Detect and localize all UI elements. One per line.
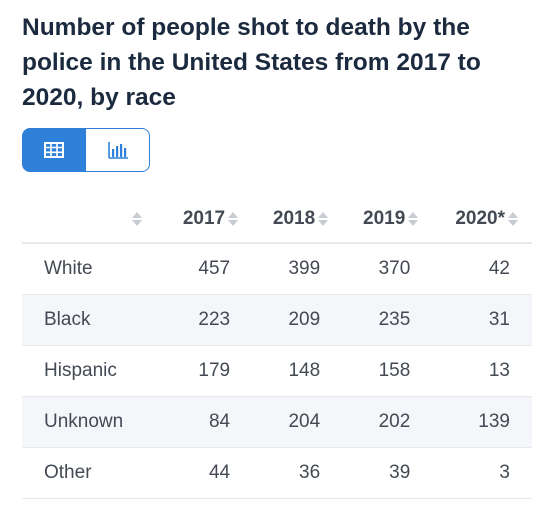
table-cell: 84	[162, 396, 253, 448]
data-table: 2017 2018 2019 2020* White 457 399 370 4…	[22, 196, 532, 499]
sort-icon	[228, 211, 239, 227]
table-cell: 44	[162, 447, 253, 499]
table-cell: 223	[162, 294, 253, 346]
column-header-2020[interactable]: 2020*	[432, 196, 532, 244]
bar-chart-icon	[107, 142, 128, 159]
sort-icon	[408, 211, 419, 227]
table-cell: 202	[342, 396, 433, 448]
table-cell: 209	[252, 294, 343, 346]
sort-icon	[508, 211, 518, 227]
column-header-2019[interactable]: 2019	[342, 196, 433, 244]
row-label: White	[22, 243, 162, 295]
table-cell: 179	[162, 345, 253, 397]
sort-icon	[318, 211, 329, 227]
table-row: Black 223 209 235 31	[22, 294, 532, 346]
table-cell: 158	[342, 345, 433, 397]
row-label: Other	[22, 447, 162, 499]
table-cell: 399	[252, 243, 343, 295]
table-view-button[interactable]	[22, 128, 86, 172]
row-label: Unknown	[22, 396, 162, 448]
table-cell: 42	[432, 243, 532, 295]
table-icon	[44, 142, 64, 158]
table-cell: 148	[252, 345, 343, 397]
table-row: White 457 399 370 42	[22, 243, 532, 295]
row-label: Hispanic	[22, 345, 162, 397]
table-cell: 235	[342, 294, 433, 346]
table-cell: 36	[252, 447, 343, 499]
table-cell: 457	[162, 243, 253, 295]
column-header-category[interactable]	[22, 196, 162, 244]
table-header-row: 2017 2018 2019 2020*	[22, 196, 532, 244]
table-cell: 39	[342, 447, 433, 499]
column-header-2017[interactable]: 2017	[162, 196, 253, 244]
table-cell: 139	[432, 396, 532, 448]
table-cell: 31	[432, 294, 532, 346]
row-label: Black	[22, 294, 162, 346]
table-cell: 3	[432, 447, 532, 499]
column-header-2018[interactable]: 2018	[252, 196, 343, 244]
page-title: Number of people shot to death by the po…	[22, 14, 481, 111]
table-cell: 370	[342, 243, 433, 295]
view-toggle	[22, 128, 150, 172]
sort-icon	[132, 211, 142, 227]
table-cell: 204	[252, 396, 343, 448]
table-cell: 13	[432, 345, 532, 397]
table-row: Unknown 84 204 202 139	[22, 396, 532, 448]
table-row: Hispanic 179 148 158 13	[22, 345, 532, 397]
chart-view-button[interactable]	[86, 128, 150, 172]
table-row: Other 44 36 39 3	[22, 447, 532, 499]
